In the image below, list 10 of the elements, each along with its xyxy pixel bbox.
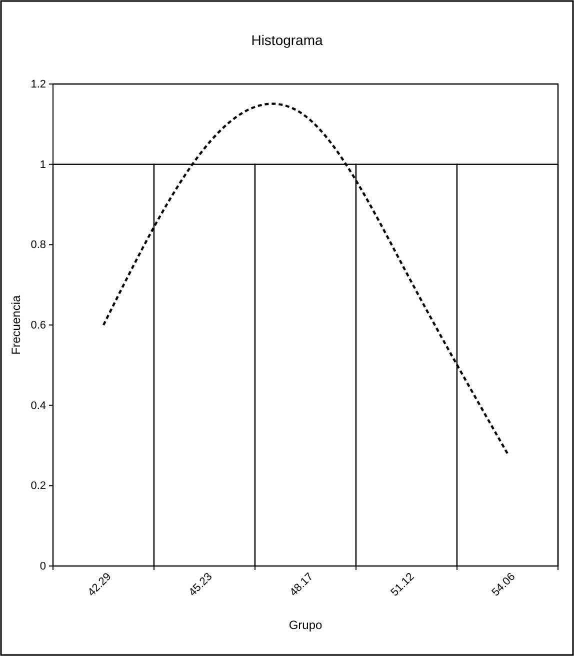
y-tick-label: 0.2 (30, 480, 46, 492)
y-tick-label: 0.8 (30, 239, 46, 252)
y-tick-label: 1.2 (30, 78, 46, 91)
x-axis-title: Grupo (288, 618, 322, 632)
y-tick-label: 1 (40, 158, 46, 171)
chart-title: Histograma (251, 32, 323, 48)
y-tick-label: 0.4 (30, 400, 46, 412)
y-axis-title: Frecuencia (9, 295, 23, 355)
y-tick-label: 0 (40, 560, 46, 573)
y-tick-label: 0.6 (30, 320, 46, 332)
